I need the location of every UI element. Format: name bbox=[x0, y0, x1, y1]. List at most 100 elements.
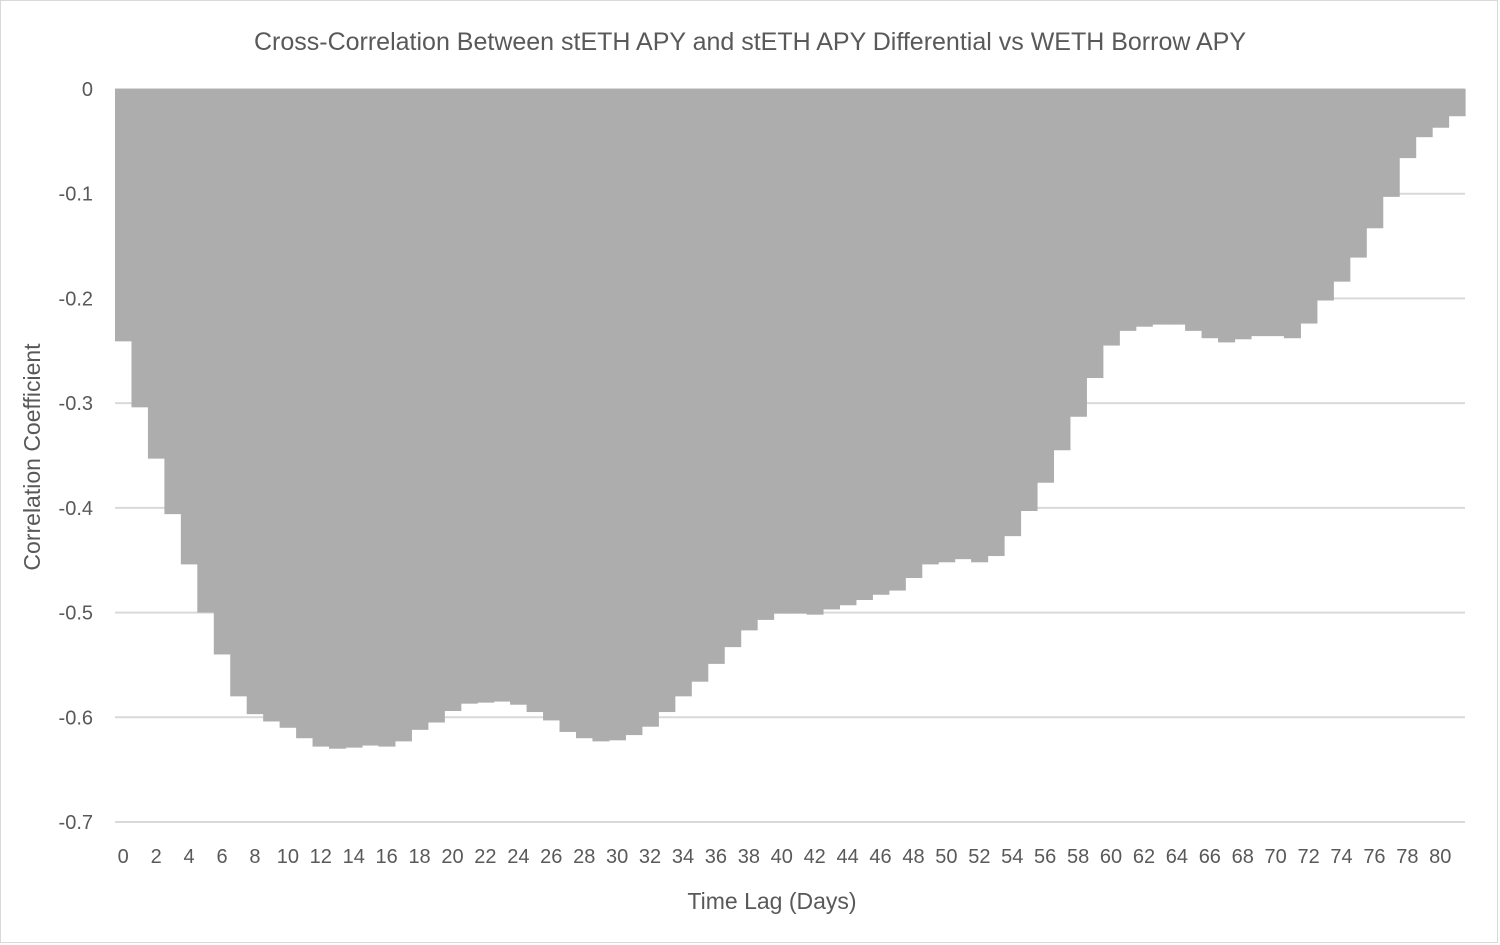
bar bbox=[493, 89, 511, 702]
bar bbox=[296, 89, 314, 739]
y-tick-label: 0 bbox=[82, 79, 93, 101]
bar bbox=[1102, 89, 1120, 346]
bar bbox=[1366, 89, 1384, 229]
x-tick-label: 56 bbox=[1034, 846, 1056, 868]
bar bbox=[213, 89, 231, 655]
x-tick-label: 70 bbox=[1265, 846, 1287, 868]
bar bbox=[724, 89, 742, 648]
bar bbox=[1119, 89, 1137, 331]
bar bbox=[872, 89, 890, 595]
bar bbox=[592, 89, 610, 742]
x-tick-label: 46 bbox=[869, 846, 891, 868]
bar bbox=[526, 89, 544, 713]
x-tick-label: 62 bbox=[1133, 846, 1155, 868]
x-tick-label: 26 bbox=[540, 846, 562, 868]
x-tick-label: 6 bbox=[216, 846, 227, 868]
x-tick-label: 52 bbox=[968, 846, 990, 868]
x-tick-label: 18 bbox=[408, 846, 430, 868]
bar bbox=[1036, 89, 1055, 483]
bar bbox=[1283, 89, 1301, 339]
x-tick-label: 74 bbox=[1330, 846, 1352, 868]
x-tick-labels: 0 2 4 6 8 10 12 14 16 18 20 22 24 26 28 30 32 34 36 38 40 42 4… bbox=[118, 846, 1452, 868]
bar bbox=[1333, 89, 1351, 282]
bar bbox=[1432, 89, 1450, 128]
bar bbox=[559, 89, 577, 732]
y-tick-label: -0.5 bbox=[59, 603, 93, 625]
bar bbox=[822, 89, 840, 610]
x-tick-label: 44 bbox=[836, 846, 858, 868]
bar bbox=[839, 89, 857, 606]
bar bbox=[806, 89, 824, 615]
bar bbox=[1448, 89, 1466, 117]
bar bbox=[147, 89, 165, 459]
bar bbox=[1004, 89, 1022, 537]
bar bbox=[230, 89, 248, 697]
x-tick-label: 0 bbox=[118, 846, 129, 868]
bar bbox=[954, 89, 972, 560]
bar bbox=[1168, 89, 1186, 325]
x-tick-label: 20 bbox=[441, 846, 463, 868]
bar bbox=[1267, 89, 1285, 337]
bar bbox=[1152, 89, 1170, 325]
x-tick-label: 16 bbox=[376, 846, 398, 868]
bar bbox=[575, 89, 594, 739]
bar bbox=[411, 89, 429, 730]
bar bbox=[329, 89, 347, 749]
bar bbox=[888, 89, 906, 591]
x-tick-label: 8 bbox=[249, 846, 260, 868]
x-tick-label: 80 bbox=[1429, 846, 1451, 868]
bar bbox=[1415, 89, 1433, 138]
bar bbox=[1185, 89, 1203, 331]
y-tick-labels: 0 -0.1 -0.2 -0.3 -0.4 -0.5 -0.6 -0.7 bbox=[59, 79, 93, 834]
bar bbox=[790, 89, 808, 614]
x-tick-label: 12 bbox=[310, 846, 332, 868]
y-tick-label: -0.7 bbox=[59, 812, 93, 834]
bar bbox=[1234, 89, 1252, 340]
bar bbox=[180, 89, 198, 565]
bar bbox=[197, 89, 215, 613]
bar bbox=[691, 89, 709, 682]
x-tick-label: 28 bbox=[573, 846, 595, 868]
bar bbox=[641, 89, 659, 727]
bar bbox=[674, 89, 692, 697]
bar bbox=[477, 89, 495, 703]
bar bbox=[658, 89, 676, 713]
bar bbox=[855, 89, 873, 601]
bar bbox=[460, 89, 478, 704]
bar bbox=[378, 89, 396, 747]
bar bbox=[1250, 89, 1269, 337]
bar bbox=[543, 89, 561, 721]
bar bbox=[608, 89, 626, 741]
bar bbox=[1399, 89, 1417, 159]
x-tick-label: 32 bbox=[639, 846, 661, 868]
x-tick-label: 38 bbox=[738, 846, 760, 868]
bar bbox=[1020, 89, 1038, 511]
y-tick-label: -0.3 bbox=[59, 393, 93, 415]
bar bbox=[1086, 89, 1104, 379]
bar bbox=[757, 89, 775, 620]
bar bbox=[1201, 89, 1219, 339]
bar bbox=[394, 89, 412, 742]
bar bbox=[1382, 89, 1400, 197]
bar bbox=[444, 89, 462, 711]
y-tick-label: -0.2 bbox=[59, 288, 93, 310]
bar bbox=[971, 89, 989, 563]
x-tick-label: 48 bbox=[902, 846, 924, 868]
x-tick-label: 2 bbox=[151, 846, 162, 868]
bar bbox=[773, 89, 791, 614]
bar bbox=[905, 89, 923, 579]
bar bbox=[279, 89, 297, 728]
x-tick-label: 22 bbox=[474, 846, 496, 868]
bar bbox=[987, 89, 1005, 557]
x-tick-label: 10 bbox=[277, 846, 299, 868]
x-tick-label: 76 bbox=[1363, 846, 1385, 868]
bar bbox=[1069, 89, 1087, 417]
y-tick-label: -0.6 bbox=[59, 707, 93, 729]
bar bbox=[625, 89, 643, 736]
bar bbox=[246, 89, 264, 715]
bar bbox=[312, 89, 330, 747]
y-tick-label: -0.1 bbox=[59, 184, 93, 206]
x-tick-label: 30 bbox=[606, 846, 628, 868]
